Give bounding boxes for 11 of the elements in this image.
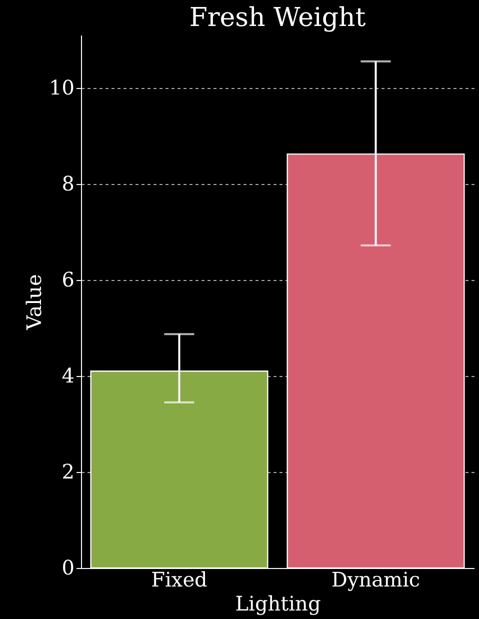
x-axis-title: Lighting [235,592,321,616]
y-tick-label: 10 [49,75,74,100]
x-tick-label: Fixed [151,568,208,592]
y-axis-title: Value [22,274,46,331]
y-tick-label: 4 [62,363,74,388]
chart-title: Fresh Weight [189,3,366,33]
y-tick-label: 8 [62,171,74,196]
y-tick-label: 2 [62,459,74,484]
y-tick-label: 6 [62,267,74,292]
y-tick-label: 0 [62,556,74,580]
x-tick-label: Dynamic [331,568,420,592]
